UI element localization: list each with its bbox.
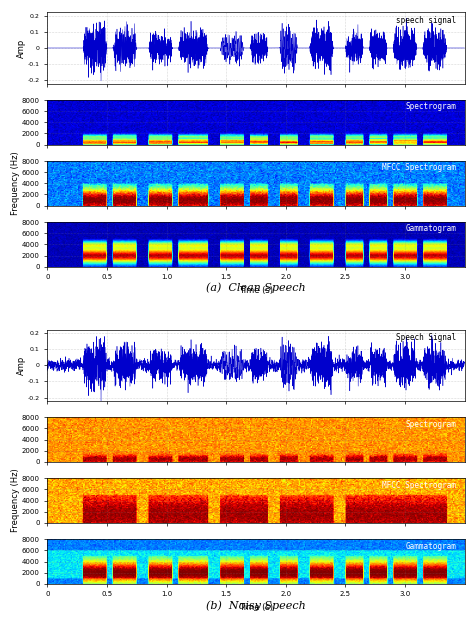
Text: Speech Signal: Speech Signal: [396, 333, 456, 342]
Text: Gammatogram: Gammatogram: [405, 224, 456, 233]
Text: Gammatogram: Gammatogram: [405, 542, 456, 550]
X-axis label: Time (s): Time (s): [239, 603, 273, 612]
Text: MFCC Spectrogram: MFCC Spectrogram: [382, 480, 456, 490]
Text: (a)  Clean Speech: (a) Clean Speech: [206, 283, 306, 293]
Y-axis label: Amp: Amp: [17, 355, 26, 375]
Text: speech signal: speech signal: [396, 16, 456, 25]
Text: Spectrogram: Spectrogram: [405, 102, 456, 111]
Y-axis label: Frequency (Hz): Frequency (Hz): [11, 152, 20, 215]
Text: Spectrogram: Spectrogram: [405, 420, 456, 428]
Text: MFCC Spectrogram: MFCC Spectrogram: [382, 163, 456, 172]
X-axis label: Time (s): Time (s): [239, 286, 273, 295]
Y-axis label: Amp: Amp: [17, 38, 26, 58]
Y-axis label: Frequency (Hz): Frequency (Hz): [11, 469, 20, 532]
Text: (b)  Noisy Speech: (b) Noisy Speech: [206, 600, 306, 610]
